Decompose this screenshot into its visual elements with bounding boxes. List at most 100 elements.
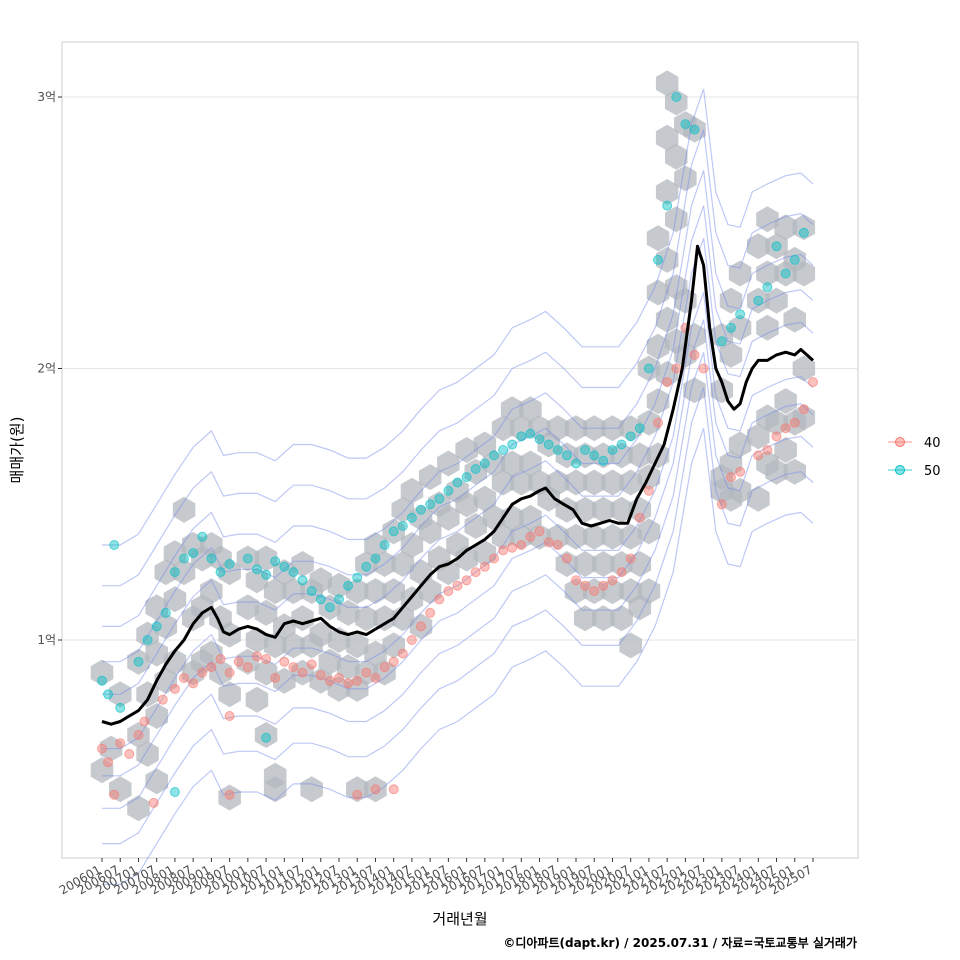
hexbin — [209, 659, 232, 686]
hexbin — [774, 214, 797, 241]
point-series-50 — [206, 553, 217, 564]
hexbin — [145, 594, 168, 621]
point-series-40 — [297, 667, 308, 678]
hexbin — [592, 551, 615, 577]
hexbin — [728, 260, 752, 287]
point-series-50 — [252, 564, 262, 575]
point-series-50 — [789, 254, 800, 265]
hexbin — [610, 496, 633, 523]
point-series-40 — [516, 540, 527, 550]
hexbin — [500, 450, 524, 477]
point-series-50 — [443, 485, 454, 496]
point-series-50 — [634, 423, 645, 434]
point-series-40 — [139, 716, 150, 727]
hexbin — [510, 415, 533, 442]
point-series-50 — [215, 567, 226, 578]
point-series-50 — [780, 268, 791, 279]
point-series-40 — [252, 651, 262, 662]
hexbin — [491, 469, 515, 496]
hexbin — [683, 377, 706, 404]
hexbin — [418, 518, 442, 545]
point-series-50 — [160, 607, 171, 618]
point-series-50 — [616, 439, 627, 450]
hexbin — [437, 450, 460, 477]
point-series-50 — [543, 439, 554, 450]
point-series-50 — [516, 431, 527, 442]
legend: 40 50 — [888, 436, 941, 479]
point-series-40 — [224, 789, 235, 800]
point-series-40 — [452, 580, 463, 591]
hexbin — [655, 246, 679, 273]
hexbin — [747, 287, 770, 314]
point-series-40 — [224, 711, 235, 721]
hexbin — [291, 551, 314, 577]
hexbin — [683, 116, 706, 143]
hexbin — [482, 450, 506, 477]
grid-lines — [62, 96, 858, 641]
hexbin — [327, 572, 351, 599]
hexbin — [765, 233, 788, 260]
hexbin — [555, 551, 579, 577]
hexbin — [546, 415, 569, 442]
point-series-40 — [261, 654, 272, 664]
hexbin — [291, 659, 314, 686]
point-series-40 — [762, 445, 773, 455]
hexbin — [382, 632, 405, 659]
hexbin — [218, 681, 241, 708]
hexbin — [163, 586, 187, 613]
density-contour — [102, 319, 814, 777]
hexbin — [364, 532, 387, 558]
point-series-50 — [352, 572, 363, 583]
hexbin — [346, 632, 369, 659]
hexbin — [309, 667, 332, 694]
point-series-50 — [416, 504, 426, 515]
hexbin — [719, 341, 743, 368]
hexbin — [172, 496, 196, 523]
hexbin — [665, 143, 688, 170]
scatter-points — [97, 92, 818, 808]
hexbin — [373, 551, 396, 577]
point-series-50 — [571, 458, 581, 469]
hexbin — [619, 469, 642, 496]
density-contour — [102, 352, 814, 809]
caption: ©디아파트(dapt.kr) / 2025.07.31 / 자료=국토교통부 실… — [503, 935, 857, 950]
hexbin — [728, 477, 752, 504]
legend-key-50 — [895, 465, 905, 475]
hexbin — [573, 496, 597, 523]
hexbin — [200, 578, 223, 605]
hexbin — [765, 409, 788, 436]
point-series-50 — [115, 702, 126, 713]
point-series-40 — [370, 673, 381, 683]
point-series-50 — [716, 336, 727, 347]
point-series-50 — [589, 450, 600, 461]
point-series-40 — [115, 738, 126, 749]
point-series-40 — [361, 667, 372, 678]
hexbin — [145, 640, 168, 667]
hexbin — [555, 442, 579, 469]
legend-label-50: 50 — [924, 464, 941, 479]
hexbin — [792, 404, 816, 431]
legend-label-40: 40 — [924, 436, 941, 451]
point-series-50 — [261, 569, 272, 580]
hexbin — [127, 795, 150, 822]
density-contour — [102, 428, 814, 885]
hexbin — [473, 485, 497, 512]
hexbin — [646, 333, 670, 360]
hexbin — [391, 496, 415, 523]
point-series-40 — [698, 363, 709, 374]
point-series-50 — [762, 282, 773, 293]
point-series-40 — [808, 377, 818, 388]
hexbin — [364, 578, 387, 605]
hexbin — [355, 551, 378, 577]
point-series-40 — [343, 678, 354, 689]
point-series-40 — [498, 545, 509, 556]
point-series-40 — [197, 667, 208, 678]
hexbin — [373, 605, 396, 632]
hexbin — [418, 464, 442, 491]
hexbin — [254, 545, 278, 572]
point-series-40 — [598, 580, 609, 591]
hexbin — [500, 396, 524, 423]
point-series-50 — [662, 200, 673, 211]
hexbin — [528, 523, 551, 550]
point-series-40 — [689, 349, 700, 360]
